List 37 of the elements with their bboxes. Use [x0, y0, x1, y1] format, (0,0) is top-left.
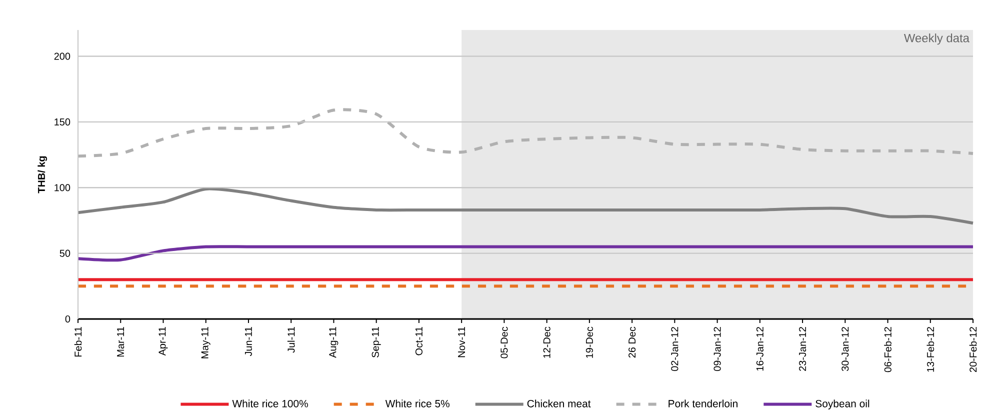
x-tick-label: 13-Feb-12 [926, 327, 934, 372]
line-series [76, 187, 975, 225]
x-tick-label: Aug-11 [329, 327, 338, 358]
x-tick-label: 02-Jan-12 [671, 327, 678, 371]
line-series [76, 245, 975, 262]
x-tick-label: Sep-11 [372, 327, 381, 358]
legend-label: White rice 5% [385, 400, 450, 408]
band-label: Weekly data [904, 34, 970, 45]
y-tick-label: 100 [54, 184, 70, 192]
legend-label: White rice 100% [232, 400, 308, 408]
x-tick-label: May-11 [201, 327, 210, 358]
y-tick-label: 0 [65, 315, 70, 323]
legend-label: Soybean oil [816, 400, 870, 410]
line-series [76, 108, 975, 158]
y-tick-label: 200 [54, 52, 70, 60]
x-tick-label: 05-Dec [500, 326, 508, 358]
y-tick-label: 50 [60, 250, 70, 257]
x-tick-label: Feb-11 [74, 327, 82, 357]
x-tick-label: 20-Feb-12 [969, 327, 977, 372]
x-tick-label: Oct-11 [415, 326, 422, 356]
x-tick-label: 26 Dec [628, 326, 636, 358]
x-tick-label: 06-Feb-12 [884, 327, 892, 372]
y-tick-label: 150 [54, 118, 70, 126]
legend-label: Chicken meat [527, 400, 591, 408]
x-tick-label: 16-Jan-12 [756, 327, 764, 371]
x-tick-label: Jun-11 [244, 327, 252, 356]
x-tick-label: Jul-11 [287, 327, 295, 353]
legend-label: Pork tenderloin [668, 400, 738, 408]
x-tick-label: 09-Jan-12 [714, 327, 721, 371]
x-tick-label: Apr-11 [158, 327, 168, 356]
x-tick-label: 30-Jan-12 [842, 327, 849, 372]
x-tick-label: 12-Dec [543, 326, 550, 358]
x-tick-label: Mar-11 [117, 327, 124, 357]
y-axis-title: THB/ kg [38, 156, 48, 194]
x-tick-label: Nov-11 [458, 327, 466, 358]
x-tick-label: 23-Jan-12 [799, 327, 806, 371]
x-tick-label: 19-Dec [586, 326, 593, 358]
